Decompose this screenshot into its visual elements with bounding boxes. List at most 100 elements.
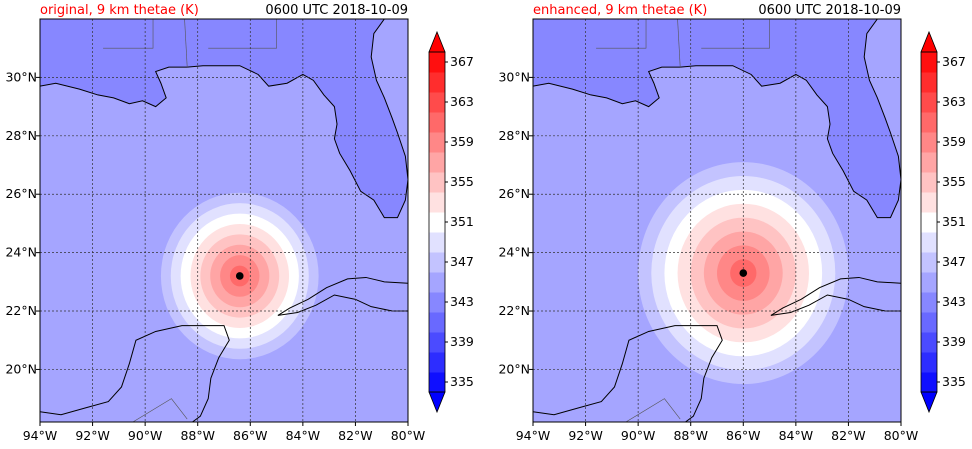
colorbar-segment	[429, 232, 445, 253]
colorbar-tick-label: 335	[450, 374, 474, 389]
colorbar-tick-label: 343	[942, 294, 966, 309]
y-tick-label: 24°N	[498, 245, 530, 260]
colorbar-segment	[429, 252, 445, 273]
x-tick-label: 90°W	[128, 428, 163, 443]
colorbar-segment	[921, 152, 937, 173]
x-tick-label: 82°W	[831, 428, 866, 443]
map-panel-original: 94°W 92°W 90°W 88°W 86°W 84°W 82°W 80°W 20°N 22°N…	[5, 3, 473, 443]
colorbar-tick-label: 359	[942, 134, 966, 149]
us-gulf-coastline	[533, 19, 901, 219]
colorbar-tick-label: 339	[942, 334, 966, 349]
cuba-north-coastline	[770, 276, 901, 316]
x-tick-label: 80°W	[391, 428, 426, 443]
colorbar-segment	[429, 72, 445, 93]
colorbar-segment	[921, 352, 937, 373]
colorbar-segment	[429, 132, 445, 153]
x-tick-label: 84°W	[779, 428, 814, 443]
y-tick-label: 22°N	[5, 303, 37, 318]
colorbar-segment	[429, 52, 445, 73]
colorbar-segment	[429, 112, 445, 133]
colorbar-segment	[429, 192, 445, 213]
us-gulf-coastline	[40, 19, 408, 219]
map-frame	[39, 18, 409, 423]
border-line-2	[208, 19, 277, 49]
colorbar-tick-label: 355	[942, 174, 966, 189]
panel-valid-time: 0600 UTC 2018-10-09	[758, 3, 901, 18]
colorbar-segment	[429, 372, 445, 393]
colorbar-segment	[429, 292, 445, 313]
y-tick-label: 30°N	[498, 69, 530, 84]
y-tick-label: 22°N	[498, 303, 530, 318]
x-tick-label: 86°W	[726, 428, 761, 443]
x-tick-label: 92°W	[568, 428, 603, 443]
colorbar-segment	[429, 212, 445, 233]
colorbar-tick-label: 351	[450, 214, 474, 229]
colorbar-segment	[921, 92, 937, 113]
colorbar-tick-label: 335	[942, 374, 966, 389]
y-tick-label: 20°N	[5, 361, 37, 376]
colorbar-tick-label: 355	[450, 174, 474, 189]
colorbar-segment	[921, 312, 937, 333]
colorbar: 335 339 343 347 351 355 359 363 367	[428, 30, 474, 414]
thetae-field	[40, 19, 408, 422]
x-tick-label: 94°W	[23, 428, 58, 443]
border-line-1	[103, 19, 154, 49]
colorbar-segment	[921, 112, 937, 133]
thetae-field	[533, 19, 901, 422]
colorbar-segment	[921, 292, 937, 313]
colorbar-extend-min	[920, 391, 938, 414]
colorbar-tick-label: 363	[942, 94, 966, 109]
colorbar-tick-label: 363	[450, 94, 474, 109]
map-panel-enhanced: 94°W 92°W 90°W 88°W 86°W 84°W 82°W 80°W 20°N 22°N…	[498, 3, 965, 443]
colorbar-segment	[429, 172, 445, 193]
colorbar-segment	[429, 332, 445, 353]
x-tick-label: 92°W	[75, 428, 110, 443]
colorbar-segment	[429, 272, 445, 293]
colorbar-segment	[921, 172, 937, 193]
colorbar-segment	[921, 72, 937, 93]
colorbar-tick-label: 367	[450, 54, 474, 69]
colorbar-segment	[921, 332, 937, 353]
panel-title: original, 9 km thetae (K)	[40, 3, 199, 18]
y-tick-label: 20°N	[498, 361, 530, 376]
storm-center-marker	[235, 272, 244, 280]
colorbar-tick-label: 367	[942, 54, 966, 69]
border-line-0	[677, 19, 681, 68]
colorbar-segment	[921, 372, 937, 393]
storm-center-marker	[739, 269, 748, 277]
colorbar-segment	[921, 132, 937, 153]
y-tick-label: 26°N	[498, 186, 530, 201]
thetae-northern-land	[40, 19, 408, 218]
x-tick-label: 88°W	[673, 428, 708, 443]
x-tick-label: 84°W	[286, 428, 321, 443]
y-tick-label: 28°N	[498, 128, 530, 143]
border-line-1	[596, 19, 647, 49]
border-line-3	[625, 398, 681, 422]
thetae-northern-land	[533, 19, 901, 218]
yucatan-coastline	[40, 325, 230, 422]
x-tick-label: 94°W	[516, 428, 551, 443]
x-tick-label: 88°W	[180, 428, 215, 443]
x-tick-label: 90°W	[621, 428, 656, 443]
colorbar-tick-label: 347	[450, 254, 474, 269]
x-tick-label: 86°W	[233, 428, 268, 443]
colorbar-segment	[429, 152, 445, 173]
colorbar-segment	[429, 352, 445, 373]
panel-valid-time: 0600 UTC 2018-10-09	[265, 3, 408, 18]
colorbar-tick-label: 343	[450, 294, 474, 309]
colorbar-tick-label: 351	[942, 214, 966, 229]
y-tick-label: 28°N	[5, 128, 37, 143]
colorbar-tick-label: 339	[450, 334, 474, 349]
colorbar-segment	[921, 52, 937, 73]
colorbar-segment	[429, 92, 445, 113]
colorbar-tick-label: 359	[450, 134, 474, 149]
map-frame	[532, 18, 902, 423]
colorbar-segment	[921, 192, 937, 213]
border-line-2	[701, 19, 770, 49]
colorbar-tick-label: 347	[942, 254, 966, 269]
y-tick-label: 24°N	[5, 245, 37, 260]
panel-title: enhanced, 9 km thetae (K)	[533, 3, 707, 18]
colorbar-extend-max	[920, 30, 938, 53]
colorbar-segment	[429, 312, 445, 333]
colorbar: 335 339 343 347 351 355 359 363 367	[920, 30, 966, 414]
